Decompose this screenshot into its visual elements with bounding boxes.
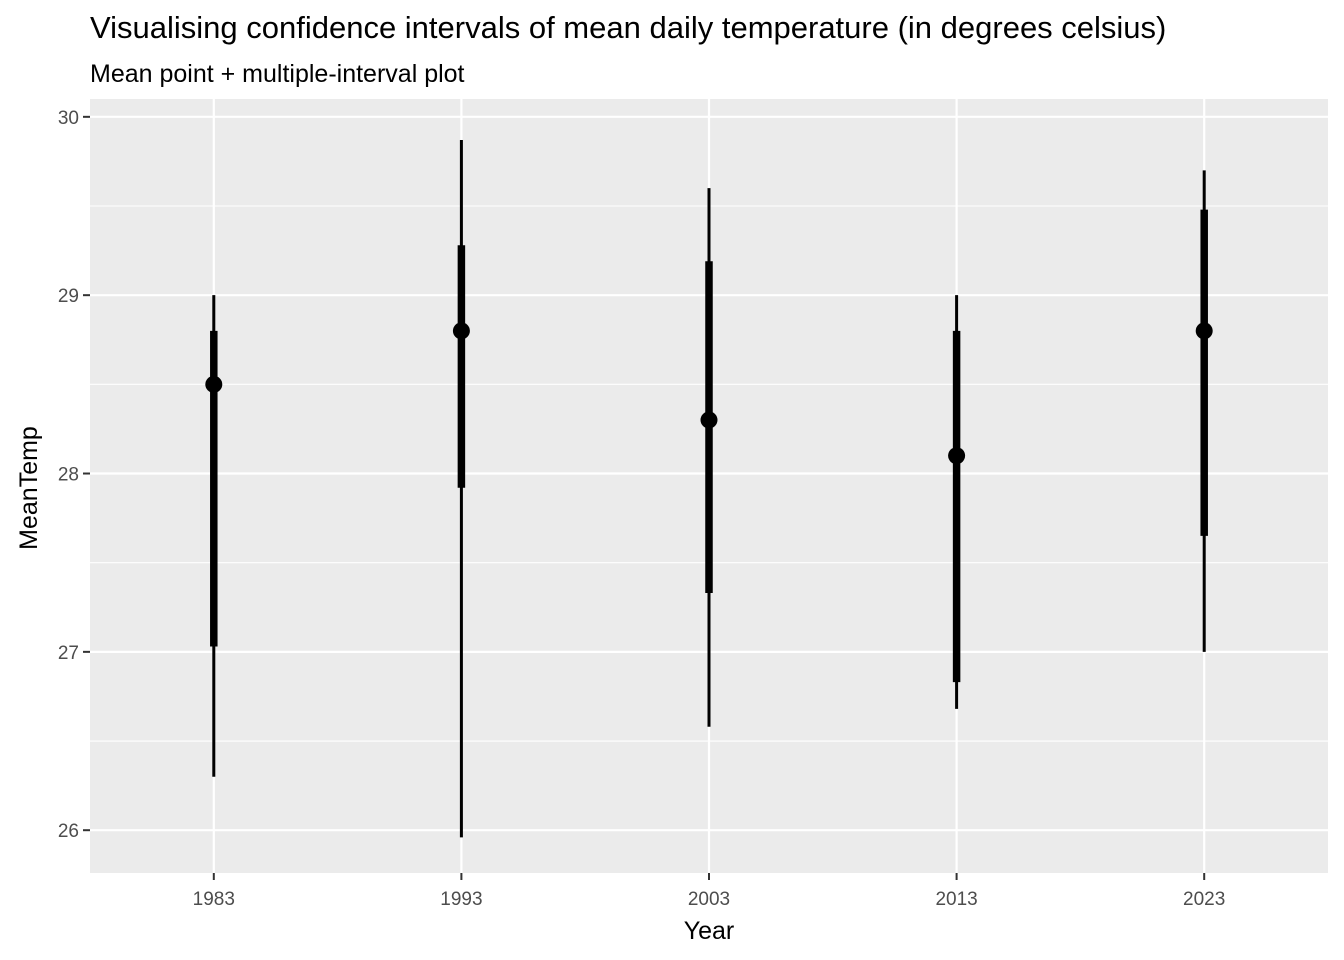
y-tick-label: 27 (58, 643, 79, 664)
x-tick-label: 2013 (935, 889, 977, 910)
mean-point (1195, 322, 1213, 340)
chart-subtitle: Mean point + multiple-interval plot (90, 60, 465, 88)
mean-point (205, 375, 223, 393)
axis-layer: 26 27 28 29 30 1983 1993 2003 2013 2023 (58, 108, 1225, 910)
x-tick-label: 2023 (1183, 889, 1225, 910)
x-tick-label: 2003 (688, 889, 730, 910)
mark-layer (205, 140, 1213, 838)
y-axis-title: MeanTemp (15, 426, 43, 550)
x-tick-label: 1983 (193, 889, 235, 910)
y-tick-label: 28 (58, 465, 79, 486)
chart-title: Visualising confidence intervals of mean… (90, 10, 1167, 45)
x-axis-title: Year (684, 917, 735, 945)
y-tick-label: 29 (58, 286, 79, 307)
y-tick-label: 30 (58, 108, 79, 129)
x-tick-label: 1993 (440, 889, 482, 910)
mean-point (452, 322, 470, 340)
y-tick-label: 26 (58, 821, 79, 842)
mean-point (700, 411, 718, 429)
mean-point (948, 447, 966, 465)
